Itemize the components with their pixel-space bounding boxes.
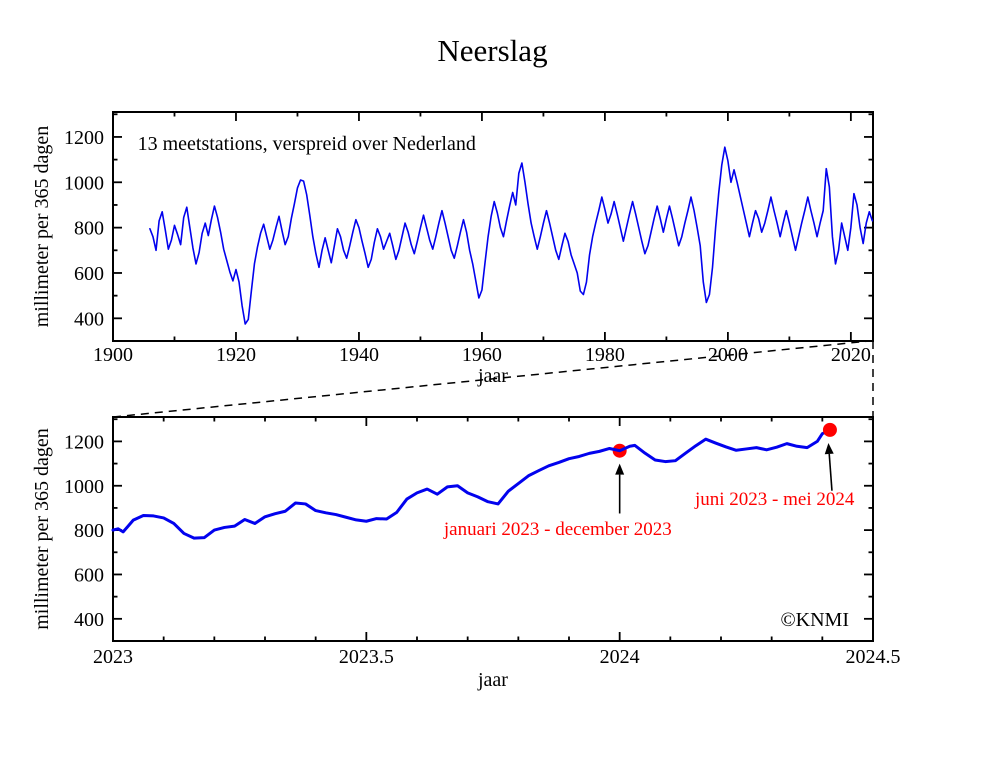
zoom-xaxis-label: jaar — [477, 669, 508, 691]
y-tick-label: 800 — [74, 520, 104, 542]
x-tick-label: 2023 — [93, 646, 133, 668]
overview-yaxis-label: millimeter per 365 dagen — [31, 126, 53, 328]
zoom-connector-lines — [112, 340, 874, 418]
y-tick-label: 800 — [74, 218, 104, 240]
y-tick-label: 600 — [74, 263, 104, 285]
zoom-panel: 2023 2023.5 2024 2024.5 400 600 800 1000 1200 jan… — [31, 416, 901, 691]
zoom-series-line — [111, 428, 834, 540]
x-tick-label: 2024 — [600, 646, 640, 668]
annotation-text: januari 2023 - december 2023 — [443, 519, 672, 540]
annotation-arrowhead — [824, 442, 834, 455]
annotation-arrowhead — [615, 463, 625, 475]
overview-xaxis-label: jaar — [477, 365, 508, 387]
plot-frame — [112, 111, 874, 342]
y-tick-label: 600 — [74, 564, 104, 586]
x-tick-label: 1900 — [93, 344, 133, 366]
overview-panel: 1900192019401960198020002020400600800100… — [31, 111, 874, 387]
y-tick-label: 400 — [74, 609, 104, 631]
x-tick-label: 2023.5 — [339, 646, 394, 668]
x-tick-label: 2024.5 — [846, 646, 901, 668]
y-tick-label: 1200 — [64, 431, 104, 453]
y-tick-label: 1000 — [64, 476, 104, 498]
zoom-yaxis-label: millimeter per 365 dagen — [31, 428, 53, 630]
y-tick-label: 1200 — [64, 127, 104, 149]
x-tick-label: 1980 — [585, 344, 625, 366]
x-tick-label: 1940 — [339, 344, 379, 366]
x-tick-label: 1960 — [462, 344, 502, 366]
zoom-connector-left — [112, 340, 870, 418]
annotation-text: juni 2023 - mei 2024 — [694, 489, 855, 510]
annotation-text: ©KNMI — [780, 609, 849, 631]
y-tick-label: 400 — [74, 308, 104, 330]
x-tick-label: 1920 — [216, 344, 256, 366]
x-tick-label: 2020 — [831, 344, 871, 366]
y-tick-label: 1000 — [64, 172, 104, 194]
overview-series-line — [149, 146, 874, 325]
chart-title: Neerslag — [437, 33, 548, 68]
record-marker — [822, 422, 837, 437]
annotation-arrow-shaft — [828, 453, 833, 491]
annotation-text: 13 meetstations, verspreid over Nederlan… — [138, 133, 476, 155]
